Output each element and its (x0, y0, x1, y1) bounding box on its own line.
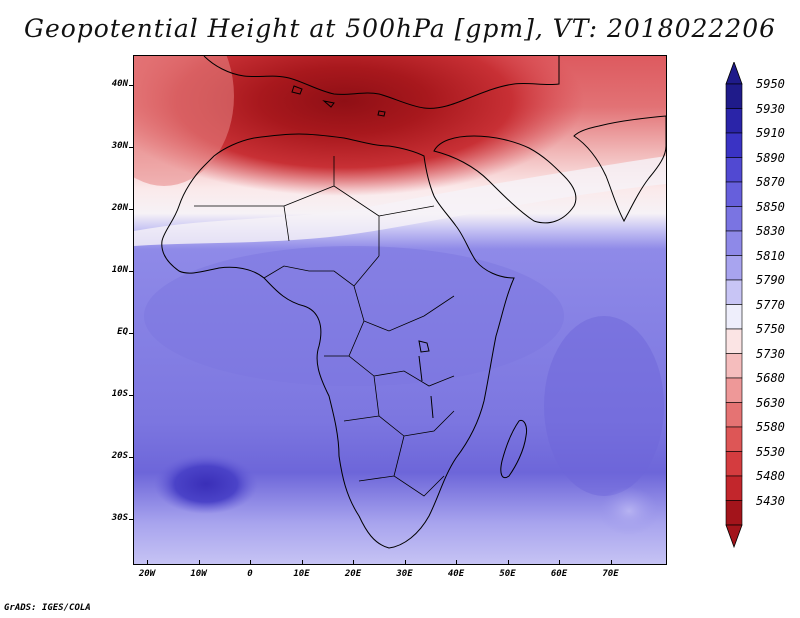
colorbar-level-label: 5910 (756, 126, 785, 140)
madagascar-coastline (500, 419, 527, 479)
colorbar-swatch (725, 181, 743, 207)
colorbar-swatch (725, 426, 743, 452)
lon-tick-mark (198, 560, 200, 565)
colorbar-swatch (725, 255, 743, 281)
lon-tick-mark (507, 560, 509, 565)
lat-tick-mark (129, 271, 134, 272)
lat-tick-label: 20S (111, 451, 128, 461)
colorbar-swatch (725, 108, 743, 134)
lon-tick-label: 10E (293, 569, 310, 579)
mid-blue-east (544, 316, 664, 496)
africa-coastline (161, 133, 515, 549)
arabia-coastline (433, 135, 577, 224)
colorbar-level-label: 5850 (756, 199, 785, 214)
lat-tick-mark (129, 333, 134, 334)
mediterranean-islands (291, 85, 386, 117)
transition-band (134, 156, 666, 246)
height-low-center (134, 56, 584, 196)
colorbar-level-label: 5480 (756, 469, 785, 483)
lon-tick-mark (610, 560, 612, 565)
colorbar-level-label: 5870 (756, 175, 785, 189)
colorbar-bottom-arrow (725, 524, 743, 549)
lon-tick-label: 70E (602, 569, 619, 579)
colorbar-swatch (725, 500, 743, 526)
colorbar-level-label: 5750 (756, 322, 785, 336)
lat-tick-label: 20N (111, 203, 128, 213)
lake-victoria (418, 340, 430, 353)
colorbar-swatch (725, 230, 743, 256)
lake-tanganyika (418, 355, 423, 382)
country-borders (194, 156, 455, 497)
lon-tick-label: 0 (247, 569, 253, 579)
colorbar-level-label: 5680 (756, 371, 785, 385)
colorbar-swatch (725, 83, 743, 109)
colorbar-level-label: 5580 (756, 420, 785, 434)
lat-tick-label: EQ (117, 327, 128, 337)
colorbar-level-label: 5830 (756, 224, 785, 238)
lon-tick-label: 40E (447, 569, 465, 579)
colorbar-swatches (725, 60, 743, 549)
colorbar-swatch (725, 377, 743, 403)
lon-tick-label: 60E (550, 569, 568, 579)
colorbar-level-label: 5630 (756, 395, 785, 410)
colorbar-level-label: 5810 (756, 248, 785, 263)
europe-coastline (203, 56, 560, 109)
colorbar-level-label: 5790 (756, 273, 785, 287)
colorbar-level-label: 5530 (756, 444, 785, 459)
colorbar-level-label: 5430 (756, 493, 785, 508)
grads-credit: GrADS: IGES/COLA (4, 603, 91, 613)
colorbar: 5950 5930 5910 5890 5870 5850 5830 5810 5790 5770… (722, 60, 792, 558)
lat-tick-label: 40N (111, 79, 128, 89)
lat-tick-mark (129, 209, 134, 210)
mid-blue-region (144, 246, 564, 386)
chart-title: Geopotential Height at 500hPa [gpm], VT:… (23, 14, 777, 43)
lon-tick-mark (559, 560, 560, 565)
lat-tick-mark (129, 85, 134, 86)
map-panel (133, 55, 667, 565)
lat-tick-label: 30N (111, 141, 128, 151)
colorbar-swatch (725, 328, 743, 354)
india-coastline (573, 115, 666, 223)
colorbar-swatch (725, 402, 743, 428)
colorbar-level-label: 5730 (756, 346, 785, 361)
lat-tick-mark (129, 395, 134, 396)
lat-tick-mark (129, 147, 134, 148)
colorbar-level-label: 5930 (756, 101, 785, 116)
lake-malawi (430, 395, 434, 419)
colorbar-swatch (725, 206, 743, 232)
height-high-center (154, 454, 258, 514)
geopotential-map (134, 56, 666, 564)
lat-tick-label: 30S (111, 513, 128, 523)
lon-tick-label: 10W (190, 569, 207, 579)
colorbar-level-label: 5770 (756, 297, 785, 312)
light-blue-blob (599, 487, 659, 535)
lat-tick-mark (129, 457, 134, 458)
colorbar-swatch (725, 451, 743, 477)
colorbar-swatch (725, 279, 743, 305)
colorbar-swatch (725, 353, 743, 379)
colorbar-swatch (725, 132, 743, 158)
colorbar-swatch (725, 304, 743, 330)
colorbar-swatch (725, 475, 743, 501)
colorbar-level-label: 5890 (756, 150, 785, 165)
lon-tick-label: 20W (138, 569, 156, 579)
lat-tick-label: 10S (111, 389, 128, 399)
coastlines (161, 56, 666, 549)
lon-tick-mark (404, 560, 406, 565)
lon-tick-label: 50E (499, 569, 516, 579)
lon-tick-mark (301, 560, 303, 565)
lon-tick-mark (250, 560, 251, 565)
lat-tick-label: 10N (111, 265, 128, 275)
lat-tick-mark (129, 519, 134, 520)
colorbar-top-arrow (725, 60, 743, 85)
colorbar-swatch (725, 157, 743, 183)
lon-tick-mark (147, 560, 148, 565)
pink-region-west (134, 56, 234, 186)
lon-tick-label: 30E (396, 569, 413, 579)
colorbar-level-label: 5950 (756, 77, 785, 91)
lon-tick-label: 20E (344, 569, 362, 579)
lon-tick-mark (456, 560, 457, 565)
lon-tick-mark (353, 560, 354, 565)
